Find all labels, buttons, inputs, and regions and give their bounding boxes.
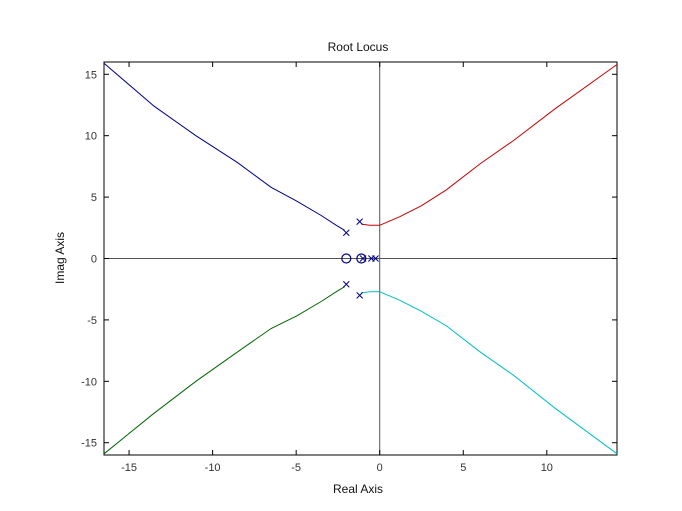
y-tick-label: -5 xyxy=(87,315,97,327)
x-axis-label: Real Axis xyxy=(333,482,383,496)
locus-branch-3 xyxy=(103,286,345,455)
y-axis-label: Imag Axis xyxy=(53,232,67,284)
x-tick-label: -15 xyxy=(121,462,137,474)
locus-branch-4 xyxy=(361,291,618,455)
y-tick-label: -10 xyxy=(81,376,97,388)
pole-marker-6 xyxy=(372,255,379,262)
pole-stroke xyxy=(356,218,364,226)
zero-marker-2 xyxy=(356,253,367,264)
pole-marker-4 xyxy=(356,291,364,299)
y-tick-label: -15 xyxy=(81,438,97,450)
x-axis-ticks: -15 -10 -5 0 5 10 xyxy=(121,62,553,474)
pole-stroke xyxy=(342,229,350,237)
pole-zero-markers xyxy=(341,218,379,299)
chart-title: Root Locus xyxy=(328,40,389,54)
x-tick-label: 10 xyxy=(541,462,553,474)
pole-stroke xyxy=(372,255,379,262)
locus-branch-1 xyxy=(103,62,345,231)
y-tick-label: 0 xyxy=(91,254,97,266)
pole-stroke xyxy=(342,280,350,288)
locus-branches xyxy=(103,62,618,455)
locus-branch-2 xyxy=(361,64,618,226)
y-tick-label: 15 xyxy=(85,69,97,81)
pole-stroke xyxy=(356,291,364,299)
x-tick-label: 5 xyxy=(460,462,466,474)
zero-marker-1 xyxy=(341,253,352,264)
x-tick-label: -10 xyxy=(205,462,221,474)
y-tick-label: 10 xyxy=(85,131,97,143)
pole-marker-1 xyxy=(342,229,350,237)
y-tick-label: 5 xyxy=(91,192,97,204)
y-axis-ticks: -15 -10 -5 0 5 10 15 xyxy=(81,69,617,450)
x-tick-label: -5 xyxy=(291,462,301,474)
pole-marker-3 xyxy=(356,218,364,226)
x-tick-label: 0 xyxy=(377,462,383,474)
pole-marker-2 xyxy=(342,280,350,288)
